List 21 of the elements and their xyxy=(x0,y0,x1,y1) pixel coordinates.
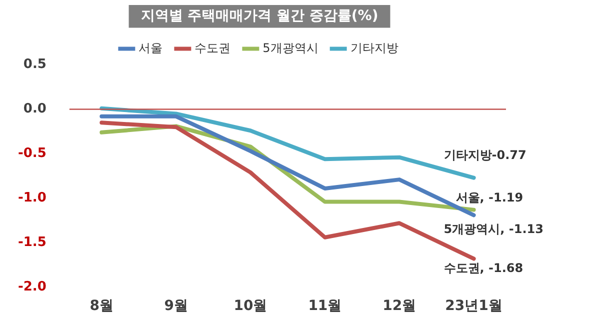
data-label: 5개광역시, -1.13 xyxy=(444,222,544,236)
y-tick-label: -0.5 xyxy=(18,146,46,162)
data-label: 기타지방-0.77 xyxy=(444,148,526,162)
x-tick-label: 12월 xyxy=(382,298,416,314)
x-tick-label: 8월 xyxy=(90,298,114,314)
legend-label: 5개광역시 xyxy=(262,40,318,55)
x-tick-label: 10월 xyxy=(234,298,268,314)
y-tick-label: -1.5 xyxy=(18,235,46,250)
x-tick-label: 11월 xyxy=(308,298,342,314)
legend-label: 서울 xyxy=(138,40,163,55)
y-tick-label: 0.0 xyxy=(23,102,46,117)
data-label: 서울, -1.19 xyxy=(456,190,524,204)
y-tick-label: 0.5 xyxy=(23,57,46,72)
x-tick-label: 23년1월 xyxy=(445,298,502,314)
legend-label: 수도권 xyxy=(194,40,231,55)
y-tick-label: -2.0 xyxy=(18,280,46,295)
data-label: 수도권, -1.68 xyxy=(444,260,524,275)
chart-title: 지역별 주택매매가격 월간 증감률(%) xyxy=(140,8,378,24)
x-tick-label: 9월 xyxy=(164,298,188,314)
legend-label: 기타지방 xyxy=(350,40,398,55)
y-tick-label: -1.0 xyxy=(18,190,46,206)
